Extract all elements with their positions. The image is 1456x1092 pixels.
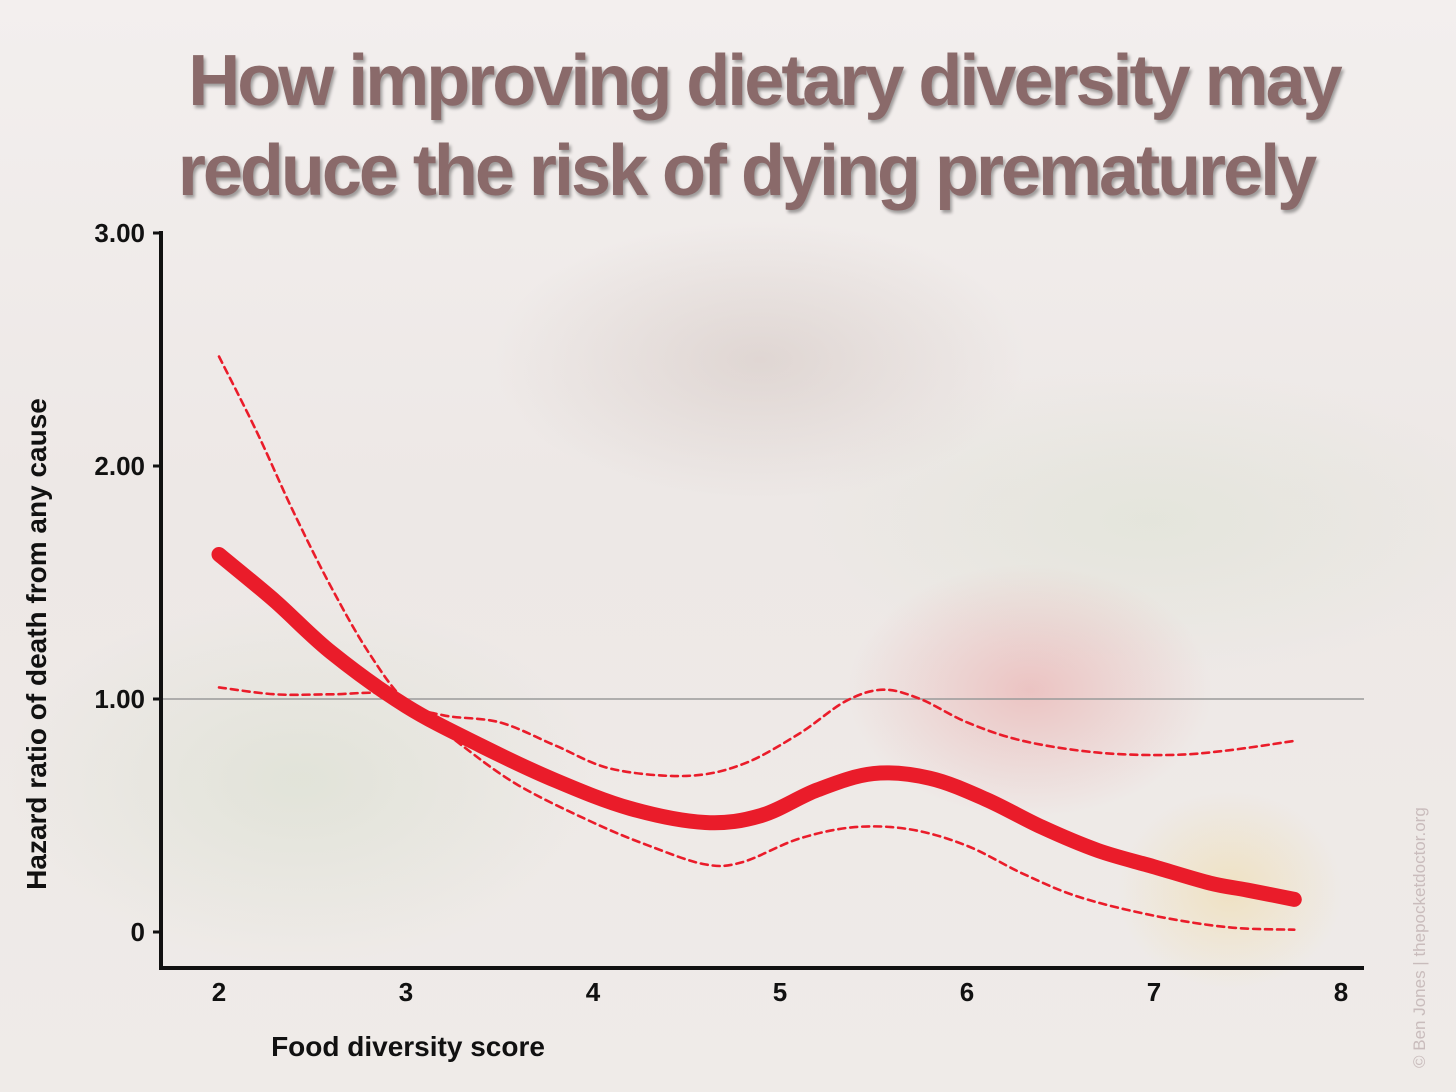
y-tick-label: 1.00 — [94, 684, 145, 714]
y-tick-label: 0 — [131, 917, 145, 947]
x-ticks: 2 3 4 5 6 7 8 — [212, 977, 1348, 1007]
y-tick-label: 2.00 — [94, 451, 145, 481]
x-tick-label: 6 — [960, 977, 974, 1007]
x-tick-label: 7 — [1147, 977, 1161, 1007]
credit-text: © Ben Jones | thepocketdoctor.org — [1410, 807, 1429, 1068]
series-layer — [211, 355, 1302, 931]
x-tick-label: 3 — [399, 977, 413, 1007]
x-tick-label: 8 — [1334, 977, 1348, 1007]
y-axis-label: Hazard ratio of death from any cause — [21, 398, 52, 890]
chart-title-line-2: reduce the risk of dying prematurely — [177, 131, 1317, 211]
series-line-hazard-ratio — [211, 547, 1302, 907]
x-tick-label: 5 — [773, 977, 787, 1007]
series-line-lower-95-ci — [217, 686, 1296, 931]
x-tick-label: 4 — [586, 977, 601, 1007]
series-line-upper-95-ci — [217, 355, 1296, 778]
y-tick-label: 3.00 — [94, 218, 145, 248]
x-axis-label: Food diversity score — [271, 1031, 545, 1062]
chart-title-line-1: How improving dietary diversity may — [188, 41, 1342, 121]
x-tick-label: 2 — [212, 977, 226, 1007]
y-ticks: 0 1.00 2.00 3.00 — [94, 218, 161, 947]
